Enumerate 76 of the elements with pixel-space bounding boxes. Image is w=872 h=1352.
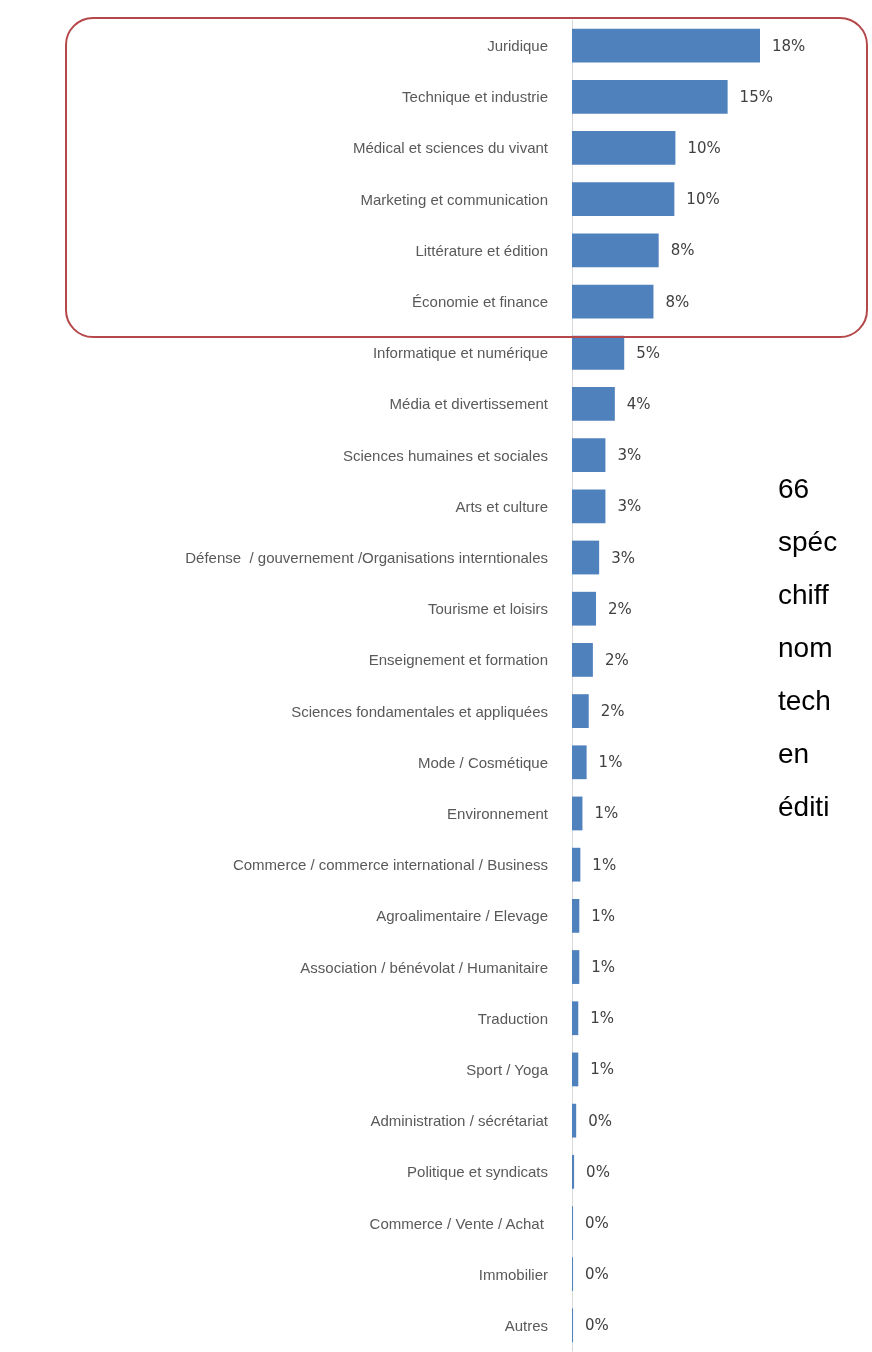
bar: [572, 898, 580, 933]
bar: [572, 79, 728, 114]
y-tick-label: Environnement: [447, 804, 549, 822]
data-label: 2%: [604, 650, 629, 669]
data-label: 0%: [585, 1265, 609, 1284]
bar: [572, 1103, 577, 1138]
y-tick-label: Juridique: [487, 37, 548, 55]
y-tick-label: Agroalimentaire / Elevage: [376, 907, 548, 925]
y-tick-label: Marketing et communication: [360, 190, 548, 208]
data-label: 1%: [591, 906, 616, 925]
y-tick-label: Défense / gouvernement /Organisations interntionales: [185, 549, 548, 567]
data-label: 0%: [585, 1214, 609, 1233]
data-label: 4%: [626, 394, 651, 413]
bar: [572, 489, 606, 524]
y-tick-label: Association / bénévolat / Humanitaire: [300, 958, 548, 976]
bar: [572, 1052, 579, 1087]
y-tick-label: Mode / Cosmétique: [417, 753, 548, 771]
data-label: 1%: [591, 958, 616, 977]
y-tick-label: Média et divertissement: [389, 395, 549, 413]
data-label: 5%: [636, 343, 661, 362]
data-label: 2%: [608, 599, 632, 618]
y-tick-label: Autres: [504, 1316, 548, 1334]
data-label: 10%: [686, 190, 720, 209]
y-tick-label: Immobilier: [478, 1265, 548, 1283]
bar: [572, 694, 589, 728]
bar: [572, 796, 583, 831]
y-tick-label: Traduction: [477, 1009, 548, 1027]
data-label: 2%: [600, 702, 625, 721]
bar: [572, 438, 606, 473]
data-label: 8%: [670, 241, 695, 260]
y-tick-label: Informatique et numérique: [372, 344, 548, 362]
y-tick-label: Littérature et édition: [415, 241, 548, 259]
bar: [572, 284, 654, 319]
data-label: 1%: [598, 753, 623, 772]
data-label: 3%: [611, 548, 635, 567]
y-tick-label: Tourisme et loisirs: [427, 600, 548, 618]
bar: [572, 950, 580, 984]
data-label: 1%: [590, 1009, 615, 1028]
y-tick-label: Sport / Yoga: [466, 1060, 549, 1078]
y-tick-label: Politique et syndicats: [407, 1163, 548, 1181]
data-label: 10%: [687, 138, 721, 157]
y-tick-label: Commerce / Vente / Achat: [369, 1214, 548, 1232]
data-label: 0%: [588, 1111, 612, 1130]
bar: [572, 591, 597, 626]
data-label: 18%: [772, 36, 806, 55]
data-label: 15%: [739, 87, 773, 106]
y-tick-label: Technique et industrie: [402, 88, 548, 106]
data-label: 1%: [594, 804, 619, 823]
bar: [572, 540, 600, 575]
data-label: 3%: [617, 497, 642, 516]
y-tick-label: Arts et culture: [455, 497, 548, 515]
bar: [572, 745, 587, 780]
bar: [572, 1001, 579, 1036]
text: 66 spéc chiff nom tech en éditi: [778, 473, 838, 822]
bar: [572, 643, 593, 677]
data-label: 1%: [592, 855, 617, 874]
bar: [572, 131, 676, 165]
y-tick-label: Commerce / commerce international / Business: [232, 856, 548, 874]
y-tick-label: Sciences fondamentales et appliquées: [291, 702, 548, 720]
y-tick-label: Enseignement et formation: [368, 651, 548, 669]
y-tick-label: Administration / sécrétariat: [370, 1112, 549, 1130]
y-tick-label: Économie et finance: [412, 293, 548, 311]
data-label: 3%: [617, 446, 642, 465]
data-label: 8%: [665, 292, 690, 311]
bar: [572, 387, 615, 421]
y-tick-label: Médical et sciences du vivant: [352, 139, 549, 157]
bar: [572, 182, 675, 217]
bar: [572, 28, 760, 63]
bar: [572, 847, 581, 882]
y-tick-label: Sciences humaines et sociales: [342, 446, 548, 464]
bar: [572, 233, 659, 268]
bar: [572, 335, 625, 370]
data-label: 0%: [586, 1162, 610, 1181]
data-label: 0%: [585, 1316, 609, 1335]
bar: [572, 1154, 575, 1189]
data-label: 1%: [590, 1060, 615, 1079]
